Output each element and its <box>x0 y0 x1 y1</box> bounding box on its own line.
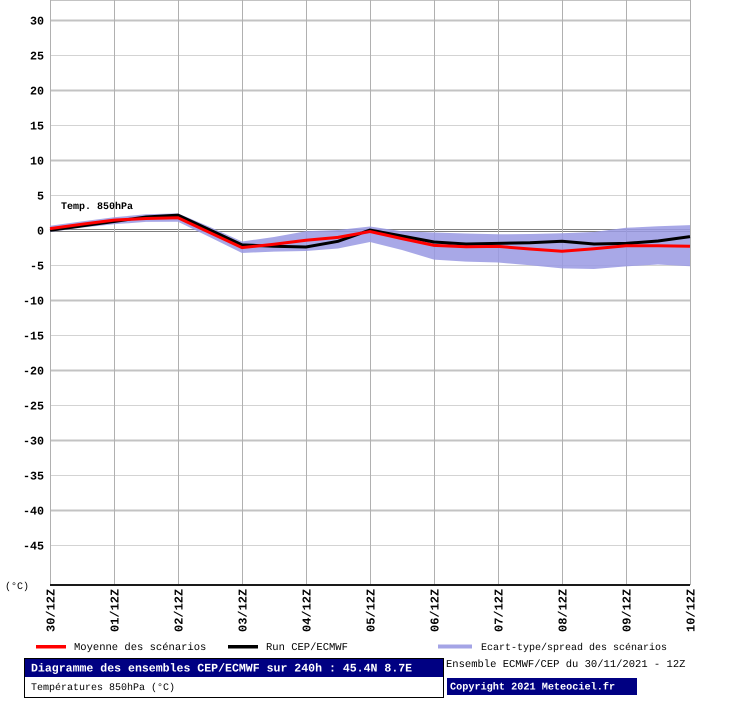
svg-text:-10: -10 <box>23 295 44 309</box>
svg-text:(°C): (°C) <box>5 581 29 593</box>
svg-text:Températures 850hPa (°C): Températures 850hPa (°C) <box>31 682 175 694</box>
svg-text:07/12Z: 07/12Z <box>493 589 507 632</box>
svg-text:-30: -30 <box>23 435 44 449</box>
svg-text:30: 30 <box>30 15 44 29</box>
svg-text:-25: -25 <box>23 400 44 414</box>
svg-text:Ensemble ECMWF/CEP du 30/11/20: Ensemble ECMWF/CEP du 30/11/2021 - 12Z <box>446 659 685 671</box>
svg-text:10/12Z: 10/12Z <box>685 589 699 632</box>
svg-text:05/12Z: 05/12Z <box>365 589 379 632</box>
svg-text:Temp. 850hPa: Temp. 850hPa <box>61 201 133 213</box>
svg-text:15: 15 <box>30 120 44 134</box>
svg-text:Diagramme des ensembles CEP/EC: Diagramme des ensembles CEP/ECMWF sur 24… <box>31 663 412 676</box>
svg-text:-40: -40 <box>23 505 44 519</box>
svg-text:06/12Z: 06/12Z <box>429 589 443 632</box>
svg-text:-45: -45 <box>23 540 44 554</box>
svg-text:09/12Z: 09/12Z <box>621 589 635 632</box>
svg-text:5: 5 <box>37 190 44 204</box>
svg-text:Ecart-type/spread des scénario: Ecart-type/spread des scénarios <box>481 642 667 654</box>
svg-text:0: 0 <box>37 225 44 239</box>
svg-text:04/12Z: 04/12Z <box>301 589 315 632</box>
svg-text:20: 20 <box>30 85 44 99</box>
svg-text:02/12Z: 02/12Z <box>173 589 187 632</box>
svg-text:-5: -5 <box>30 260 44 274</box>
svg-text:Moyenne des scénarios: Moyenne des scénarios <box>74 642 206 654</box>
svg-text:10: 10 <box>30 155 44 169</box>
svg-text:-15: -15 <box>23 330 44 344</box>
svg-text:03/12Z: 03/12Z <box>237 589 251 632</box>
svg-text:25: 25 <box>30 50 44 64</box>
svg-text:08/12Z: 08/12Z <box>557 589 571 632</box>
svg-text:Copyright 2021 Meteociel.fr: Copyright 2021 Meteociel.fr <box>450 682 615 694</box>
svg-text:30/12Z: 30/12Z <box>45 589 59 632</box>
svg-text:-35: -35 <box>23 470 44 484</box>
svg-text:Run CEP/ECMWF: Run CEP/ECMWF <box>266 642 348 654</box>
svg-text:01/12Z: 01/12Z <box>109 589 123 632</box>
svg-text:-20: -20 <box>23 365 44 379</box>
